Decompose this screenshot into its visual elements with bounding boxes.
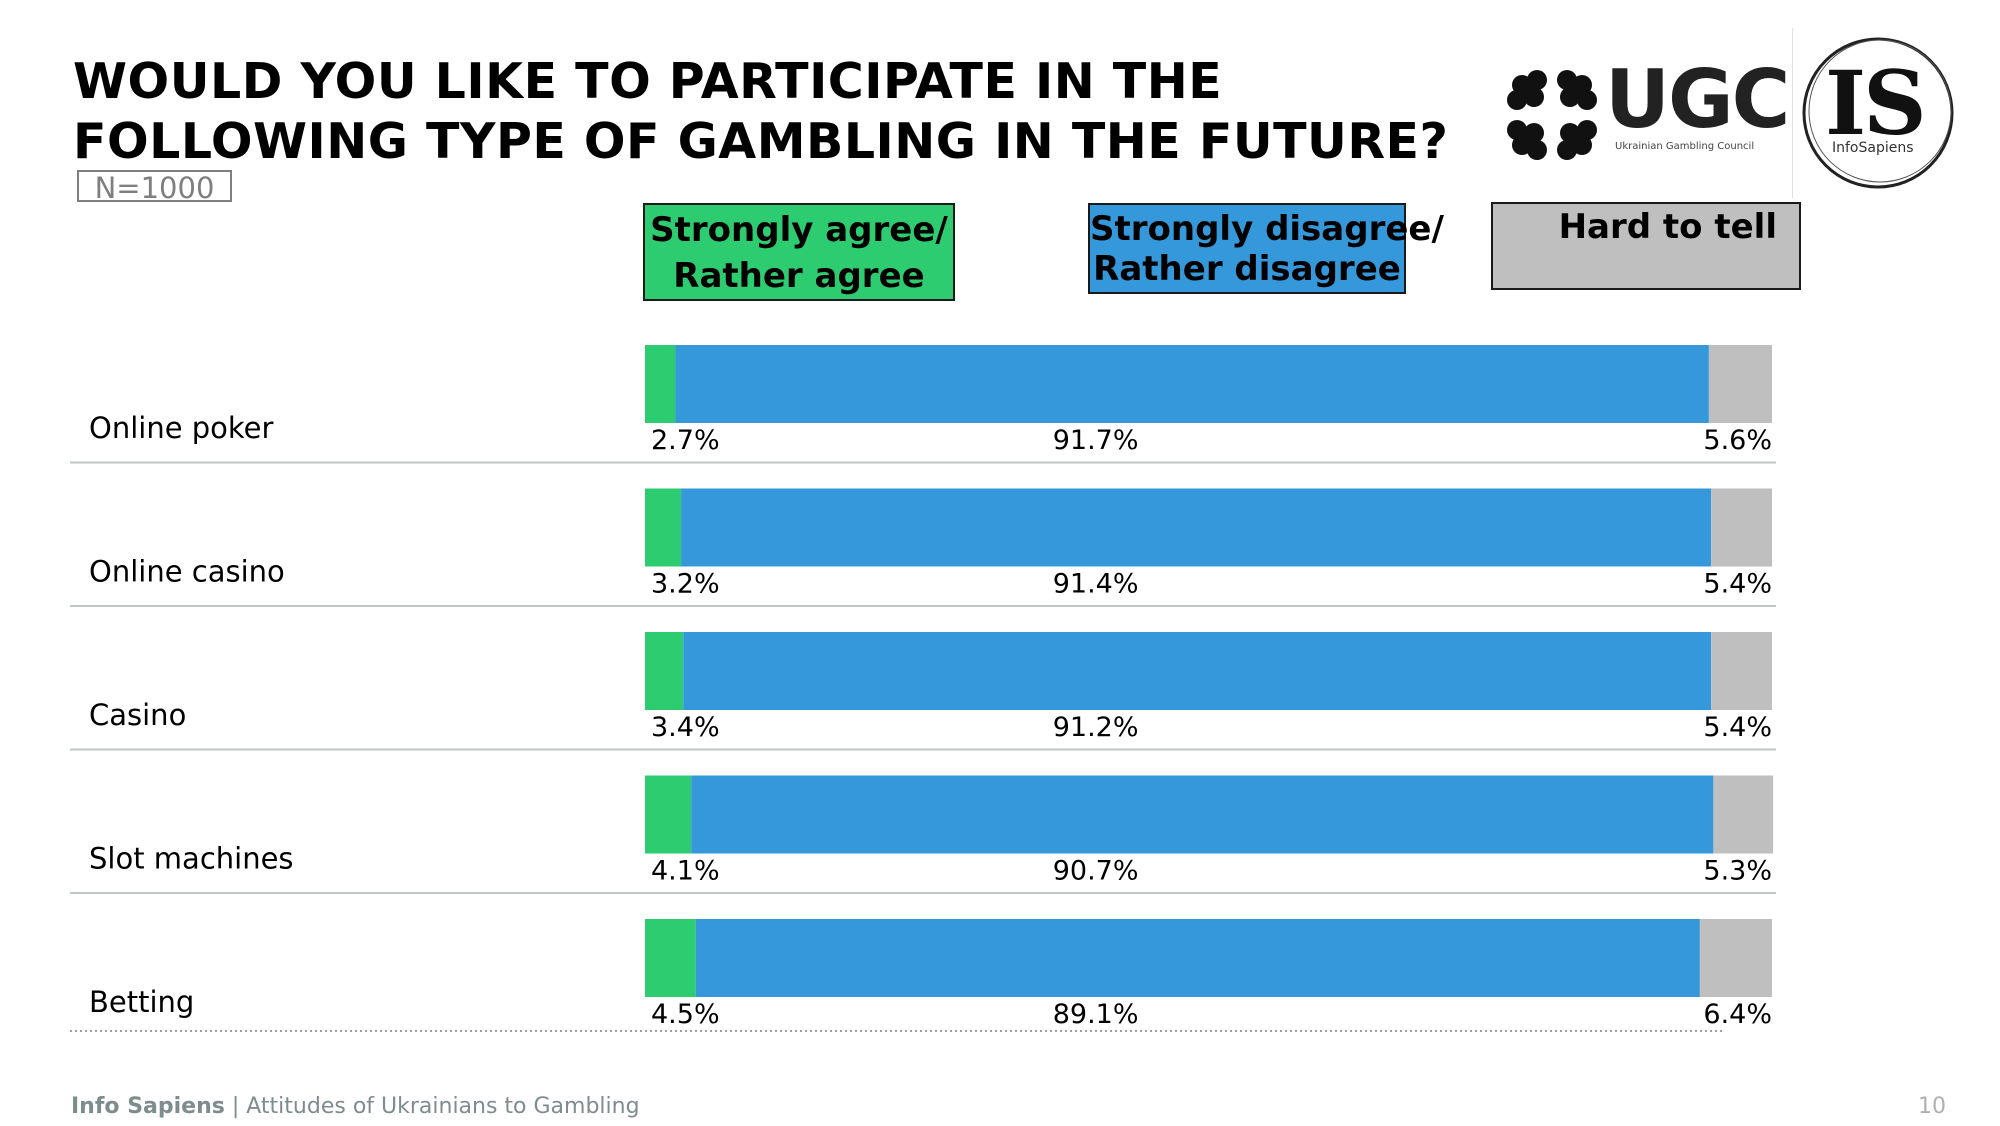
data-label-agree: 3.2% xyxy=(651,569,720,600)
title-line-2: FOLLOWING TYPE OF GAMBLING IN THE FUTURE… xyxy=(73,113,1449,170)
bar-segment-hard xyxy=(1699,919,1772,997)
bar-segment-hard xyxy=(1711,632,1772,710)
data-label-disagree: 91.4% xyxy=(1053,569,1139,600)
data-label-agree: 3.4% xyxy=(651,712,720,743)
legend-hard-label: Hard to tell xyxy=(1558,207,1777,247)
footer-separator: | xyxy=(224,1094,247,1119)
bar-segment-disagree xyxy=(695,919,1700,997)
bar-segment-agree xyxy=(645,488,682,567)
legend-agree-line-1: Strongly agree/ xyxy=(650,210,948,250)
legend-disagree: Strongly disagree/ Rather disagree xyxy=(1088,203,1444,294)
data-label-disagree: 89.1% xyxy=(1053,999,1139,1030)
data-label-disagree: 91.7% xyxy=(1053,425,1139,456)
footer-text: Attitudes of Ukrainians to Gambling xyxy=(246,1094,640,1119)
sample-size-badge: N=1000 xyxy=(77,170,232,204)
logo-divider xyxy=(1792,28,1793,198)
bar-segment-agree xyxy=(645,632,684,710)
data-label-hard: 5.4% xyxy=(1703,569,1772,600)
ugc-logo-subtitle: Ukrainian Gambling Council xyxy=(1615,141,1755,152)
bar-segment-disagree xyxy=(681,488,1712,567)
legend-agree: Strongly agree/ Rather agree xyxy=(643,203,955,301)
footer: Info Sapiens | Attitudes of Ukrainians t… xyxy=(71,1094,640,1119)
bar-segment-disagree xyxy=(675,345,1709,423)
logos: UGC Ukrainian Gambling Council IS InfoSa… xyxy=(1497,28,1962,200)
data-label-hard: 5.4% xyxy=(1703,712,1772,743)
legend-agree-line-2: Rather agree xyxy=(673,256,925,296)
legend-disagree-line-2: Rather disagree xyxy=(1093,249,1401,289)
bar-segment-agree xyxy=(645,775,692,854)
category-label: Online poker xyxy=(89,411,274,445)
category-label: Slot machines xyxy=(89,842,294,876)
data-label-hard: 6.4% xyxy=(1703,999,1772,1030)
data-label-agree: 4.5% xyxy=(651,999,720,1030)
infosapiens-logo-subtitle: InfoSapiens xyxy=(1832,140,1914,156)
data-label-disagree: 91.2% xyxy=(1053,712,1139,743)
ugc-logo-text: UGC xyxy=(1605,53,1790,146)
legend-hard-to-tell: Hard to tell xyxy=(1491,202,1801,290)
page-title: WOULD YOU LIKE TO PARTICIPATE IN THE FOL… xyxy=(73,52,1473,172)
title-line-1: WOULD YOU LIKE TO PARTICIPATE IN THE xyxy=(73,53,1223,110)
bar-segment-hard xyxy=(1713,775,1774,854)
category-label: Casino xyxy=(89,698,186,732)
category-label: Betting xyxy=(89,985,194,1019)
bar-segment-disagree xyxy=(691,775,1714,854)
data-label-disagree: 90.7% xyxy=(1053,856,1139,887)
category-label: Online casino xyxy=(89,555,285,589)
data-label-hard: 5.6% xyxy=(1703,425,1772,456)
data-label-agree: 4.1% xyxy=(651,856,720,887)
data-label-hard: 5.3% xyxy=(1703,856,1772,887)
footer-brand: Info Sapiens xyxy=(71,1094,225,1119)
bar-segment-agree xyxy=(645,345,676,423)
bar-segment-agree xyxy=(645,919,696,997)
legend-disagree-line-1: Strongly disagree/ xyxy=(1090,209,1444,249)
clover-icon xyxy=(1507,70,1597,160)
infosapiens-logo-text: IS xyxy=(1825,51,1927,155)
data-label-agree: 2.7% xyxy=(651,425,720,456)
page-number: 10 xyxy=(1918,1094,1946,1119)
bar-segment-disagree xyxy=(683,632,1712,710)
bar-segment-hard xyxy=(1711,488,1772,567)
bar-segment-hard xyxy=(1708,345,1772,423)
infosapiens-ring-icon xyxy=(1802,37,1954,189)
